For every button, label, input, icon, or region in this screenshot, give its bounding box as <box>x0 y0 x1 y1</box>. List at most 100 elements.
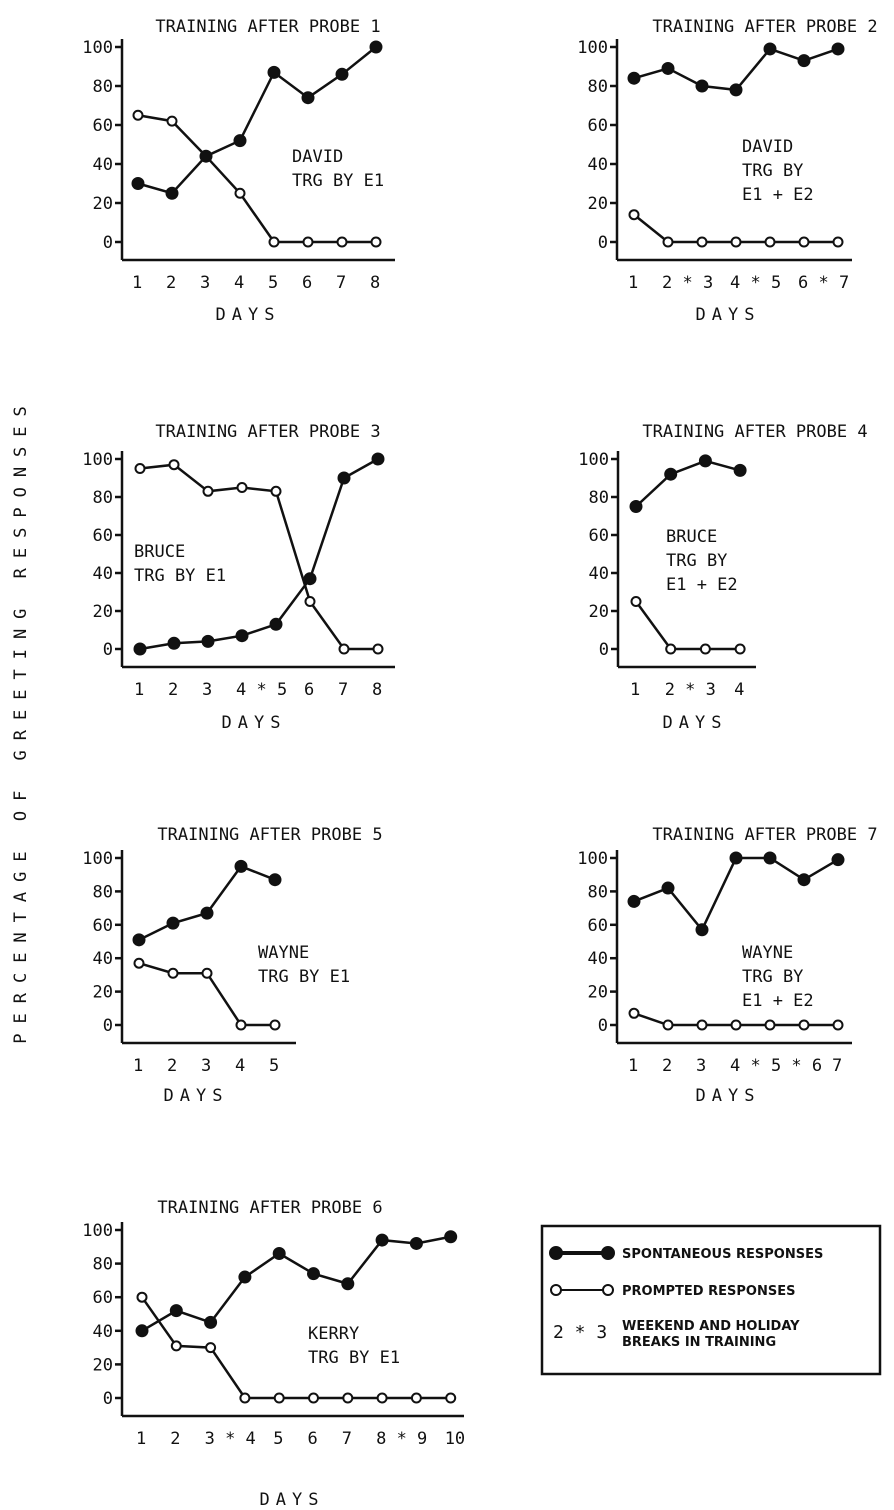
legend-break-marker: 2 * 3 <box>553 1322 607 1343</box>
spontaneous-point <box>201 634 215 648</box>
y-tick-label: 0 <box>599 640 609 660</box>
x-axis-label: DAYS <box>222 713 287 733</box>
y-tick-label: 60 <box>589 526 609 546</box>
prompted-point <box>730 1019 742 1031</box>
prompted-point <box>662 236 674 248</box>
x-tick-label: 3 <box>202 680 212 700</box>
spontaneous-point <box>307 1267 320 1281</box>
y-tick-label: 60 <box>588 116 608 136</box>
x-tick-label: 2 <box>662 1056 672 1076</box>
subject-annotation: TRG BY <box>742 161 803 181</box>
x-tick-label: 1 <box>136 1429 146 1449</box>
subject-annotation: E1 + E2 <box>666 575 738 595</box>
x-tick-label: 7 <box>338 680 348 700</box>
y-tick-label: 0 <box>103 1389 113 1409</box>
prompted-point <box>308 1392 319 1404</box>
x-tick-label: 7 <box>336 273 346 293</box>
spontaneous-point <box>444 1230 458 1244</box>
chart-panel: TRAINING AFTER PROBE 2 0 20 40 60 80 100 1 2 * 3… <box>577 17 877 325</box>
prompted-point <box>136 1291 148 1303</box>
y-tick-label: 100 <box>577 849 608 869</box>
chart-title: TRAINING AFTER PROBE 7 <box>652 825 877 845</box>
y-tick-label: 0 <box>103 1016 113 1036</box>
y-tick-label: 100 <box>82 450 113 470</box>
spontaneous-point <box>831 853 845 867</box>
prompted-point <box>170 1340 182 1352</box>
chart-title: TRAINING AFTER PROBE 5 <box>157 825 382 845</box>
x-tick-label: 1 <box>628 273 638 293</box>
spontaneous-point <box>132 933 146 947</box>
prompted-point <box>302 236 314 248</box>
x-tick-label: 4 * 5 <box>236 680 287 700</box>
spontaneous-point <box>268 873 282 887</box>
prompted-point <box>445 1392 457 1404</box>
subject-annotation: TRG BY E1 <box>134 566 226 586</box>
spontaneous-point <box>729 83 743 97</box>
y-tick-label: 40 <box>588 949 608 969</box>
spontaneous-point <box>204 1315 218 1329</box>
prompted-point <box>133 957 145 969</box>
x-tick-label: 6 <box>304 680 314 700</box>
legend-prompted-key <box>550 1284 614 1296</box>
y-tick-label: 20 <box>93 1355 113 1375</box>
prompted-point <box>273 1392 285 1404</box>
spontaneous-point <box>409 1236 423 1250</box>
prompted-series-line <box>140 1296 451 1400</box>
spontaneous-point <box>733 463 747 477</box>
spontaneous-point <box>698 454 712 468</box>
spontaneous-point <box>165 186 179 200</box>
prompted-point <box>167 967 179 979</box>
prompted-point <box>798 236 810 248</box>
prompted-point <box>734 643 746 655</box>
spontaneous-series-line <box>138 864 276 941</box>
prompted-point <box>268 236 280 248</box>
y-tick-label: 0 <box>598 233 608 253</box>
prompted-point <box>376 1392 388 1404</box>
subject-annotation: E1 + E2 <box>742 185 814 205</box>
prompted-point <box>304 596 316 607</box>
spontaneous-point <box>234 859 248 873</box>
y-tick-label: 80 <box>93 77 113 97</box>
spontaneous-series-line <box>141 1235 451 1332</box>
prompted-point <box>235 1019 247 1031</box>
prompted-point <box>662 1019 674 1031</box>
spontaneous-point <box>235 629 249 643</box>
subject-annotation: WAYNE <box>258 943 309 963</box>
prompted-point <box>410 1392 422 1404</box>
x-tick-label: 1 <box>134 680 144 700</box>
y-tick-label: 100 <box>82 1221 113 1241</box>
x-tick-label: 6 * 7 <box>798 273 849 293</box>
x-tick-label: 5 <box>273 1429 283 1449</box>
legend-spontaneous-label: SPONTANEOUS RESPONSES <box>622 1247 823 1262</box>
x-tick-label: 2 <box>168 680 178 700</box>
y-tick-label: 0 <box>103 640 113 660</box>
y-tick-label: 20 <box>589 602 609 622</box>
spontaneous-point <box>131 177 145 190</box>
x-tick-label: 10 <box>445 1429 465 1449</box>
spontaneous-point <box>763 851 777 865</box>
prompted-point <box>205 1342 217 1354</box>
legend-break-line1: WEEKEND AND HOLIDAY <box>622 1319 800 1334</box>
spontaneous-point <box>233 134 247 148</box>
y-tick-label: 40 <box>588 155 608 175</box>
y-tick-label: 20 <box>93 983 113 1003</box>
prompted-point <box>134 463 146 474</box>
y-tick-label: 0 <box>103 233 113 253</box>
subject-annotation: TRG BY E1 <box>308 1348 400 1368</box>
chart-panel: TRAINING AFTER PROBE 3 0 20 40 60 80 100 1 2 3 4 *… <box>82 422 395 733</box>
y-tick-label: 40 <box>93 1322 113 1342</box>
x-tick-label: 6 <box>308 1429 318 1449</box>
y-axis-label: PERCENTAGE OF GREETING RESPONSES <box>11 396 31 1044</box>
chart-title: TRAINING AFTER PROBE 6 <box>157 1198 382 1218</box>
x-tick-label: 2 * 3 <box>662 273 713 293</box>
spontaneous-point <box>337 471 351 485</box>
y-tick-label: 60 <box>588 916 608 936</box>
subject-annotation: TRG BY <box>742 967 803 987</box>
y-tick-label: 0 <box>598 1016 608 1036</box>
spontaneous-point <box>627 894 641 908</box>
legend: SPONTANEOUS RESPONSES PROMPTED RESPONSES… <box>540 1224 882 1376</box>
spontaneous-point <box>133 642 147 656</box>
y-tick-label: 20 <box>93 602 113 622</box>
prompted-point <box>699 643 711 655</box>
